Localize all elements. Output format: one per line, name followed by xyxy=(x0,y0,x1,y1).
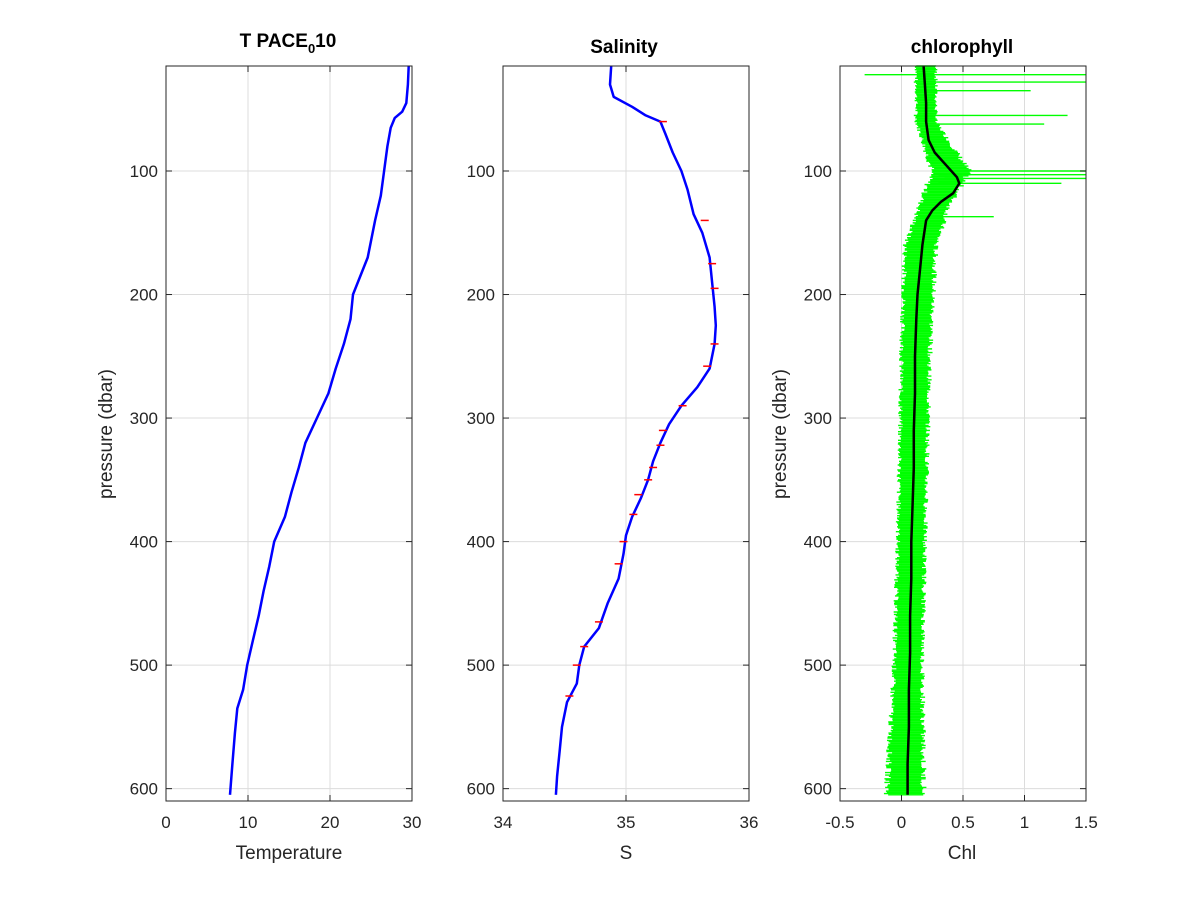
chlorophyll-title: chlorophyll xyxy=(911,37,1013,58)
salinity-y-tick-label: 600 xyxy=(467,780,495,799)
temperature-x-tick-label: 10 xyxy=(239,813,258,832)
pressure-y-label-chl: pressure (dbar) xyxy=(770,369,791,499)
chlorophyll-y-tick-label: 500 xyxy=(804,656,832,675)
temperature-plot-area xyxy=(166,66,412,801)
chlorophyll-x-tick-label: 0 xyxy=(897,813,906,832)
temperature-y-tick-label: 600 xyxy=(130,780,158,799)
temperature-y-tick-label: 200 xyxy=(130,286,158,305)
chlorophyll-x-tick-label: -0.5 xyxy=(825,813,854,832)
chlorophyll-x-label: Chl xyxy=(948,843,977,864)
salinity-y-tick-label: 300 xyxy=(467,409,495,428)
chlorophyll-x-tick-label: 0.5 xyxy=(951,813,975,832)
temperature-y-tick-label: 500 xyxy=(130,656,158,675)
salinity-y-tick-label: 100 xyxy=(467,162,495,181)
salinity-y-tick-label: 500 xyxy=(467,656,495,675)
temperature-axes-frame xyxy=(165,65,413,802)
chlorophyll-y-tick-label: 600 xyxy=(804,780,832,799)
chlorophyll-y-tick-label: 300 xyxy=(804,409,832,428)
temperature-panel: T PACE010 Temperature pressure (dbar) 0 1… xyxy=(96,31,421,864)
chlorophyll-series-line xyxy=(906,65,961,795)
temperature-title: T PACE010 xyxy=(240,31,337,56)
salinity-x-tick-label: 34 xyxy=(494,813,513,832)
temperature-x-tick-label: 0 xyxy=(161,813,170,832)
salinity-y-tick-label: 200 xyxy=(467,286,495,305)
temperature-x-tick-label: 30 xyxy=(403,813,422,832)
salinity-error-ticks xyxy=(565,120,719,697)
temperature-y-tick-label: 100 xyxy=(130,162,158,181)
chlorophyll-spread xyxy=(864,65,1086,796)
temperature-y-tick-label: 400 xyxy=(130,533,158,552)
salinity-y-tick-label: 400 xyxy=(467,533,495,552)
temperature-x-label: Temperature xyxy=(236,843,343,864)
chlorophyll-y-tick-label: 400 xyxy=(804,533,832,552)
temperature-y-tick-label: 300 xyxy=(130,409,158,428)
chlorophyll-y-tick-label: 200 xyxy=(804,286,832,305)
pressure-y-label: pressure (dbar) xyxy=(96,369,117,499)
salinity-x-tick-label: 35 xyxy=(617,813,636,832)
salinity-x-label: S xyxy=(620,843,633,864)
temperature-series-line xyxy=(228,65,410,795)
temperature-x-tick-label: 20 xyxy=(321,813,340,832)
chlorophyll-x-tick-label: 1.5 xyxy=(1074,813,1098,832)
salinity-panel: Salinity S 34 35 36 100 200 300 400 500 600 xyxy=(467,37,759,864)
chlorophyll-x-tick-label: 1 xyxy=(1020,813,1029,832)
salinity-title: Salinity xyxy=(590,37,658,58)
chlorophyll-y-tick-label: 100 xyxy=(804,162,832,181)
chlorophyll-panel: chlorophyll Chl pressure (dbar) -0.5 0 0.5… xyxy=(770,37,1098,864)
salinity-x-tick-label: 36 xyxy=(740,813,759,832)
